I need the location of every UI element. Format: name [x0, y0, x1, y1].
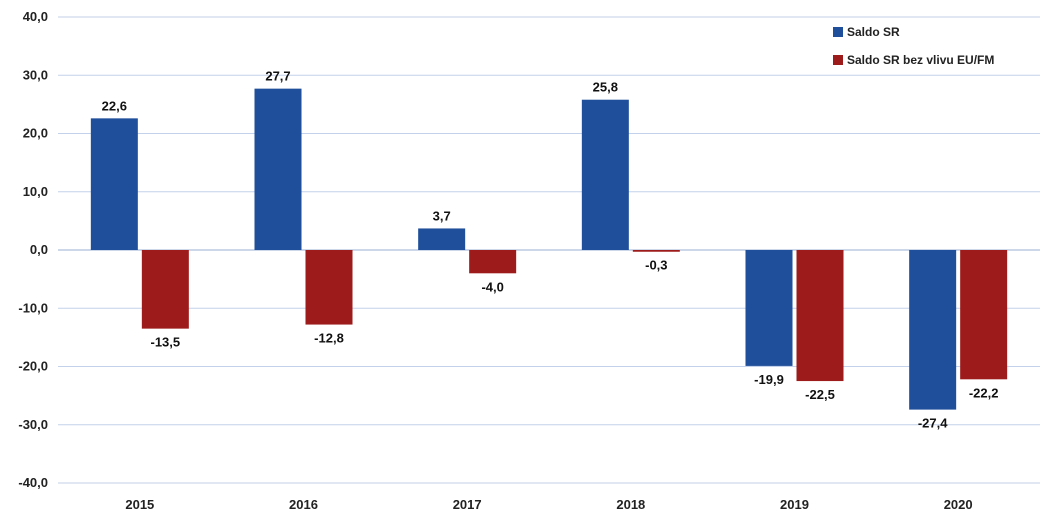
- legend: Saldo SR Saldo SR bez vlivu EU/FM: [833, 25, 994, 67]
- y-tick-label: 30,0: [23, 67, 48, 82]
- bar-saldo-sr-2016: [254, 88, 302, 251]
- x-tick-label: 2017: [453, 497, 482, 512]
- y-tick-label: 20,0: [23, 126, 48, 141]
- y-tick-label: -30,0: [18, 417, 48, 432]
- gridlines: [58, 16, 1040, 484]
- legend-swatch: [833, 55, 843, 65]
- data-label: -0,3: [645, 258, 667, 273]
- data-label: 25,8: [593, 80, 618, 95]
- bars: [90, 88, 1008, 410]
- data-label: -19,9: [754, 372, 784, 387]
- data-label: -13,5: [151, 335, 181, 350]
- data-label: -4,0: [481, 279, 503, 294]
- data-label: 27,7: [265, 69, 290, 84]
- bar-saldo-sr-2015: [90, 118, 138, 250]
- y-axis-ticks: 40,0 30,0 20,0 10,0 0,0 -10,0 -20,0 -30,0 -40,0: [18, 9, 48, 490]
- x-tick-label: 2019: [780, 497, 809, 512]
- data-label: -27,4: [918, 416, 948, 431]
- y-tick-label: -10,0: [18, 300, 48, 315]
- data-label: 22,6: [102, 98, 127, 113]
- bar-saldo-sr-2019: [745, 250, 793, 366]
- data-label: 3,7: [433, 208, 451, 223]
- y-tick-label: -20,0: [18, 359, 48, 374]
- y-tick-label: 10,0: [23, 184, 48, 199]
- x-tick-label: 2015: [125, 497, 154, 512]
- bar-saldo-sr-bez-vlivu-2020: [960, 250, 1008, 380]
- legend-swatch: [833, 27, 843, 37]
- bar-saldo-sr-2017: [418, 228, 466, 250]
- y-tick-label: 40,0: [23, 9, 48, 24]
- bar-saldo-sr-bez-vlivu-2015: [141, 250, 189, 329]
- data-label: -12,8: [314, 331, 344, 346]
- x-tick-label: 2020: [944, 497, 973, 512]
- bar-saldo-sr-2018: [581, 99, 629, 250]
- bar-saldo-sr-bez-vlivu-2019: [796, 250, 844, 382]
- data-labels: 22,6 -13,5 27,7 -12,8 3,7 -4,0 25,8 -0,3 -19,9 -2…: [102, 69, 999, 431]
- bar-saldo-sr-2020: [909, 250, 957, 410]
- y-tick-label: -40,0: [18, 475, 48, 490]
- bar-saldo-sr-bez-vlivu-2018: [632, 250, 680, 252]
- x-tick-label: 2018: [616, 497, 645, 512]
- legend-label: Saldo SR bez vlivu EU/FM: [847, 53, 994, 67]
- data-label: -22,2: [969, 385, 999, 400]
- legend-label: Saldo SR: [847, 25, 900, 39]
- data-label: -22,5: [805, 387, 835, 402]
- x-axis-ticks: 2015 2016 2017 2018 2019 2020: [125, 497, 972, 512]
- bar-saldo-sr-bez-vlivu-2016: [305, 250, 353, 325]
- x-tick-label: 2016: [289, 497, 318, 512]
- y-tick-label: 0,0: [30, 242, 48, 257]
- bar-saldo-sr-bez-vlivu-2017: [469, 250, 517, 274]
